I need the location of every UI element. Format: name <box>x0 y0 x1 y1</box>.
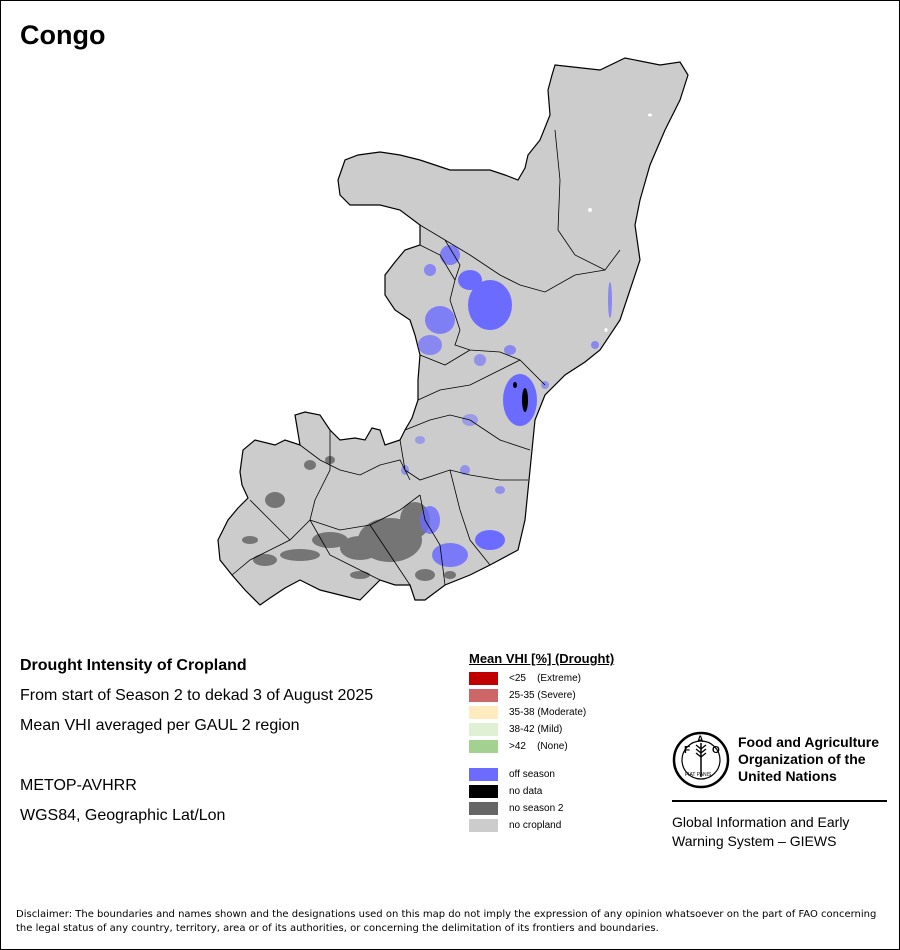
legend-title: Mean VHI [%] (Drought) <box>469 651 615 666</box>
legend-swatch <box>469 688 498 702</box>
svg-text:F: F <box>684 745 690 756</box>
fao-org-line-1: Food and Agriculture <box>738 734 880 750</box>
legend-label: >42 (None) <box>509 740 568 752</box>
giews-line-2: Warning System – GIEWS <box>672 833 837 849</box>
legend-label: <25 (Extreme) <box>509 672 581 684</box>
legend-label: 25-35 (Severe) <box>509 689 576 701</box>
legend-swatch <box>469 801 498 815</box>
fao-logo-a: A <box>697 734 704 744</box>
legend-label: 35-38 (Moderate) <box>509 706 587 718</box>
disclaimer: Disclaimer: The boundaries and names sho… <box>16 909 877 934</box>
legend-item: 25-35 (Severe) <box>469 688 576 702</box>
info-heading: Drought Intensity of Cropland <box>20 657 247 674</box>
legend-label: off season <box>509 768 555 780</box>
legend-item: >42 (None) <box>469 739 568 753</box>
country-area <box>217 57 689 606</box>
fao-org-line-3: United Nations <box>738 768 837 784</box>
fao-org-line-2: Organization of the <box>738 751 866 767</box>
legend-item: 35-38 (Moderate) <box>469 705 586 719</box>
legend-item: <25 (Extreme) <box>469 671 581 685</box>
legend-swatch <box>469 671 498 685</box>
info-projection: WGS84, Geographic Lat/Lon <box>20 807 226 824</box>
fao-logo: F A O FIAT PANIS <box>672 731 730 789</box>
legend-item: no cropland <box>469 818 561 832</box>
admin-boundaries <box>231 129 621 586</box>
legend-swatch <box>469 722 498 736</box>
map-title: Congo <box>20 20 106 50</box>
water-spots <box>588 113 652 332</box>
legend-item: off season <box>469 767 555 781</box>
fao-logo-motto: FIAT PANIS <box>685 772 712 778</box>
info-sensor: METOP-AVHRR <box>20 777 137 794</box>
info-method: Mean VHI averaged per GAUL 2 region <box>20 717 300 734</box>
legend-swatch <box>469 705 498 719</box>
legend-label: 38-42 (Mild) <box>509 723 563 735</box>
svg-text:O: O <box>712 745 720 756</box>
legend-item: no data <box>469 784 542 798</box>
giews-line-1: Global Information and Early <box>672 814 850 830</box>
legend-label: no season 2 <box>509 802 564 814</box>
no-season-areas <box>242 456 456 581</box>
no-data-areas <box>513 382 528 412</box>
fao-org-name: Food and Agriculture Organization of the… <box>738 734 898 785</box>
giews-name: Global Information and Early Warning Sys… <box>672 813 892 851</box>
legend-item: no season 2 <box>469 801 564 815</box>
info-period: From start of Season 2 to dekad 3 of Aug… <box>20 687 374 704</box>
fao-divider <box>672 800 887 802</box>
country-map <box>217 57 689 606</box>
legend-swatch <box>469 739 498 753</box>
off-season-areas <box>401 245 612 567</box>
legend-label: no data <box>509 785 543 797</box>
legend-swatch <box>469 767 498 781</box>
legend-item: 38-42 (Mild) <box>469 722 562 736</box>
legend-swatch <box>469 818 498 832</box>
legend-swatch <box>469 784 498 798</box>
legend-label: no cropland <box>509 819 562 831</box>
